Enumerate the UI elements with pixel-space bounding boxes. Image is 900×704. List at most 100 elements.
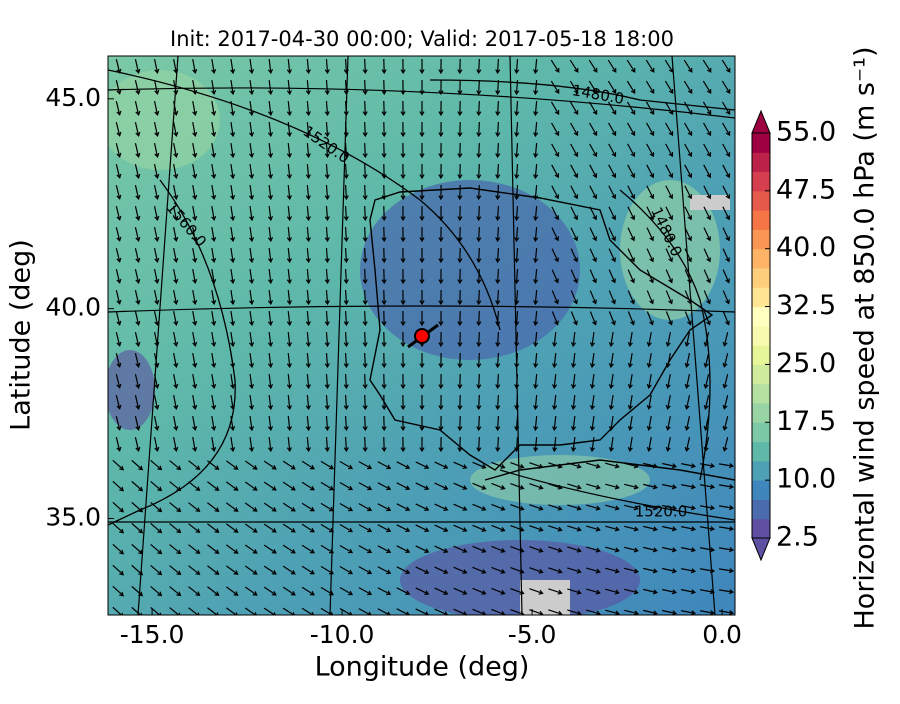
wind-arrow <box>434 503 449 511</box>
wind-arrow <box>457 331 463 348</box>
wind-arrow <box>550 101 560 116</box>
wind-arrow <box>343 247 349 264</box>
wind-arrow <box>362 289 368 306</box>
wind-arrow <box>476 268 482 285</box>
wind-arrow <box>415 461 430 470</box>
wind-arrow <box>533 289 539 306</box>
wind-arrow <box>248 121 255 138</box>
wind-arrow <box>567 546 582 553</box>
wind-arrow <box>569 80 579 94</box>
wind-arrow <box>230 184 236 201</box>
wind-arrow <box>192 395 198 411</box>
wind-arrow <box>305 100 311 117</box>
wind-arrow <box>510 545 525 553</box>
wind-arrow <box>343 163 349 180</box>
terrain-mask <box>520 580 570 615</box>
height-contour <box>108 69 501 331</box>
wind-arrow <box>419 373 425 390</box>
wind-arrow <box>400 58 406 75</box>
wind-arrow <box>134 122 141 137</box>
wind-arrow <box>343 184 349 201</box>
wind-arrow <box>722 416 729 431</box>
wind-arrow <box>267 373 274 390</box>
colorbar-band <box>752 460 770 481</box>
wind-arrow <box>343 58 349 75</box>
wind-arrow <box>533 310 539 327</box>
wind-arrow <box>419 205 425 222</box>
wind-arrow <box>343 352 349 369</box>
wind-arrow <box>476 58 482 75</box>
wind-arrow <box>627 248 635 263</box>
wind-arrow <box>211 79 217 96</box>
wind-arrow <box>324 247 330 264</box>
wind-arrow <box>570 248 578 263</box>
wind-arrow <box>188 565 201 576</box>
wind-arrow <box>457 121 463 138</box>
wind-arrow <box>722 206 731 221</box>
wind-arrow <box>305 415 311 432</box>
wind-arrow <box>282 481 296 491</box>
wind-arrow <box>320 481 335 491</box>
wind-arrow <box>305 394 311 411</box>
wind-arrow <box>700 547 716 553</box>
wind-arrow <box>626 80 636 94</box>
wind-arrow <box>131 459 144 471</box>
wind-arrow <box>665 269 673 284</box>
wind-arrow <box>453 566 468 574</box>
wind-arrow <box>665 437 671 453</box>
wind-arrow <box>533 268 539 285</box>
wind-arrow <box>510 482 525 490</box>
wind-arrow <box>362 352 368 369</box>
wind-arrow <box>305 79 311 96</box>
wind-arrow <box>608 248 616 263</box>
wind-arrow <box>683 101 693 116</box>
wind-arrow <box>115 416 122 431</box>
wind-arrow <box>324 436 330 453</box>
wind-arrow <box>381 247 387 264</box>
wind-arrow <box>248 268 255 285</box>
wind-arrow <box>131 543 144 555</box>
wind-arrow <box>510 524 525 532</box>
wind-arrow <box>400 79 406 96</box>
wind-arrow <box>438 58 444 75</box>
wind-arrow <box>624 588 639 595</box>
wind-arrow <box>282 502 296 512</box>
wind-arrow <box>589 164 598 179</box>
wind-arrow <box>607 59 617 73</box>
wind-arrow <box>305 247 311 264</box>
wind-arrow <box>153 101 160 116</box>
wind-arrow <box>495 226 501 243</box>
wind-arrow <box>476 100 482 117</box>
wind-arrow <box>248 331 255 348</box>
wind-arrow <box>358 545 373 554</box>
wind-arrow <box>362 142 368 159</box>
wind-arrow <box>400 163 406 180</box>
wind-arrow <box>267 394 274 411</box>
wind-arrow <box>605 567 620 574</box>
wind-arrow <box>415 587 430 596</box>
wind-arrow <box>472 503 487 511</box>
wind-arrow <box>608 143 617 158</box>
wind-arrow <box>225 586 239 596</box>
wind-arrow <box>248 184 255 201</box>
wind-arrow <box>358 587 373 596</box>
wind-arrow <box>533 142 539 159</box>
wind-arrow <box>552 352 558 369</box>
wind-arrow <box>438 394 444 411</box>
wind-arrow <box>643 567 658 574</box>
wind-arrow <box>586 588 601 595</box>
wind-arrow <box>134 437 141 452</box>
wind-arrow <box>400 268 406 285</box>
wind-arrow <box>589 185 598 200</box>
wind-arrow <box>305 226 311 243</box>
wind-arrow <box>533 436 539 453</box>
wind-arrow <box>173 416 179 432</box>
wind-arrow <box>586 504 601 511</box>
wind-arrow <box>514 205 520 222</box>
wind-arrow <box>438 289 444 306</box>
wind-arrow <box>115 290 122 305</box>
wind-arrow <box>703 269 711 284</box>
wind-arrow <box>305 289 311 306</box>
wind-arrow <box>476 436 482 453</box>
wind-arrow <box>722 143 731 158</box>
